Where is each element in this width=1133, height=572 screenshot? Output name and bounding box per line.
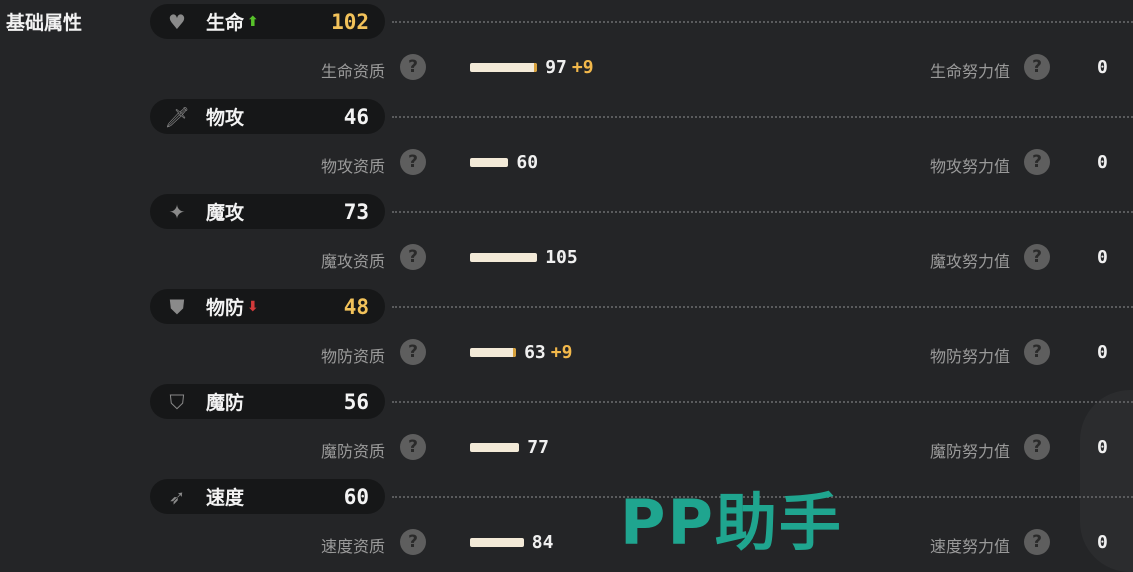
quality-bonus-fill — [534, 63, 538, 72]
background-decoration — [1080, 390, 1133, 572]
help-icon[interactable]: ? — [400, 434, 426, 460]
stat-pill: ✦ 魔攻 73 — [150, 194, 385, 229]
quality-number: 97 — [545, 57, 567, 78]
magic-shield-icon: ⛉ — [169, 389, 185, 414]
quality-value: 97 +9 — [545, 57, 593, 78]
stat-name: 物防 — [206, 297, 245, 319]
ev-value: 0 — [1097, 342, 1108, 363]
stat-name: 物攻 — [206, 107, 245, 129]
stat-value: 56 — [343, 389, 369, 414]
quality-label: 速度资质 — [320, 537, 385, 556]
ev-label: 魔攻努力值 — [929, 252, 1010, 271]
help-icon[interactable]: ? — [1024, 54, 1050, 80]
help-icon[interactable]: ? — [400, 529, 426, 555]
help-icon[interactable]: ? — [400, 339, 426, 365]
quality-label: 物攻资质 — [320, 157, 385, 176]
stat-row: 🗡 物攻 46 物攻资质 ? 60 物攻努力值 ? 0 — [0, 95, 1133, 190]
stat-pill: ⛊ 物防 ⬇ 48 — [150, 289, 385, 324]
quality-label: 魔攻资质 — [320, 252, 385, 271]
stat-pill: ➶ 速度 60 — [150, 479, 385, 514]
ev-value: 0 — [1097, 57, 1108, 78]
stat-row: ➶ 速度 60 速度资质 ? 84 速度努力值 ? 0 — [0, 475, 1133, 570]
stat-name: 速度 — [206, 487, 245, 509]
quality-label: 魔防资质 — [320, 442, 385, 461]
sword-icon: 🗡 — [164, 104, 190, 129]
stat-row: ♥ 生命 ⬆ 102 生命资质 ? 97 +9 生命努力值 ? 0 — [0, 0, 1133, 95]
quality-label: 生命资质 — [320, 62, 385, 81]
stat-value: 102 — [331, 9, 369, 34]
quality-bar — [470, 538, 524, 547]
quality-bonus: +9 — [550, 342, 573, 363]
ev-label: 速度努力值 — [929, 537, 1010, 556]
help-icon[interactable]: ? — [1024, 434, 1050, 460]
help-icon[interactable]: ? — [400, 149, 426, 175]
arrow-down-icon: ⬇ — [247, 298, 259, 315]
help-icon[interactable]: ? — [1024, 244, 1050, 270]
stat-row: ✦ 魔攻 73 魔攻资质 ? 105 魔攻努力值 ? 0 — [0, 190, 1133, 285]
divider — [392, 496, 1133, 498]
quality-value: 105 — [545, 247, 578, 268]
ev-value: 0 — [1097, 152, 1108, 173]
quality-value: 60 — [516, 152, 538, 173]
stat-value: 60 — [343, 484, 369, 509]
quality-value: 63 +9 — [524, 342, 572, 363]
quality-bar — [470, 63, 538, 72]
section-title: 基础属性 — [6, 12, 83, 34]
quality-value: 77 — [527, 437, 549, 458]
divider — [392, 116, 1133, 118]
shield-icon: ⛊ — [169, 294, 185, 319]
help-icon[interactable]: ? — [1024, 339, 1050, 365]
stat-name: 魔攻 — [206, 202, 245, 224]
quality-number: 60 — [516, 152, 539, 173]
stat-row: ⛊ 物防 ⬇ 48 物防资质 ? 63 +9 物防努力值 ? 0 — [0, 285, 1133, 380]
ev-value: 0 — [1097, 532, 1108, 553]
ev-label: 物攻努力值 — [929, 157, 1010, 176]
quality-number: 63 — [524, 342, 546, 363]
quality-number: 77 — [527, 437, 549, 458]
divider — [392, 21, 1133, 23]
stat-pill: ♥ 生命 ⬆ 102 — [150, 4, 385, 39]
quality-bar — [470, 348, 517, 357]
divider — [392, 401, 1133, 403]
quality-value: 84 — [532, 532, 554, 553]
quality-number: 105 — [545, 247, 578, 268]
quality-bar — [470, 253, 538, 262]
watermark-logo: PP助手 — [620, 486, 843, 559]
ev-label: 魔防努力值 — [929, 442, 1010, 461]
help-icon[interactable]: ? — [400, 244, 426, 270]
ev-label: 物防努力值 — [929, 347, 1010, 366]
quality-bar — [470, 158, 509, 167]
stat-value: 73 — [343, 199, 369, 224]
quality-number: 84 — [531, 532, 554, 553]
help-icon[interactable]: ? — [400, 54, 426, 80]
quality-bar — [470, 443, 520, 452]
divider — [392, 211, 1133, 213]
ev-value: 0 — [1097, 247, 1108, 268]
arrow-up-icon: ⬆ — [247, 13, 259, 30]
stat-pill: 🗡 物攻 46 — [150, 99, 385, 134]
ev-label: 生命努力值 — [929, 62, 1010, 81]
quality-label: 物防资质 — [320, 347, 385, 366]
wing-boot-icon: ➶ — [168, 484, 186, 509]
help-icon[interactable]: ? — [1024, 149, 1050, 175]
quality-bonus: +9 — [571, 57, 594, 78]
stat-value: 48 — [343, 294, 369, 319]
stat-name: 生命 — [206, 12, 245, 34]
help-icon[interactable]: ? — [1024, 529, 1050, 555]
stat-pill: ⛉ 魔防 56 — [150, 384, 385, 419]
ev-value: 0 — [1097, 437, 1108, 458]
heart-icon: ♥ — [168, 9, 186, 34]
stat-value: 46 — [343, 104, 369, 129]
magic-wand-icon: ✦ — [168, 199, 186, 224]
stat-row: ⛉ 魔防 56 魔防资质 ? 77 魔防努力值 ? 0 — [0, 380, 1133, 475]
divider — [392, 306, 1133, 308]
stat-name: 魔防 — [206, 392, 245, 414]
quality-bonus-fill — [513, 348, 517, 357]
